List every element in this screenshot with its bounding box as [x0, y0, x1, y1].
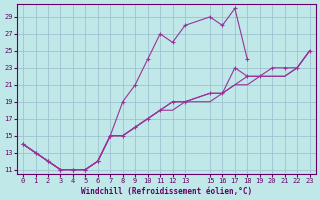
X-axis label: Windchill (Refroidissement éolien,°C): Windchill (Refroidissement éolien,°C) — [81, 187, 252, 196]
